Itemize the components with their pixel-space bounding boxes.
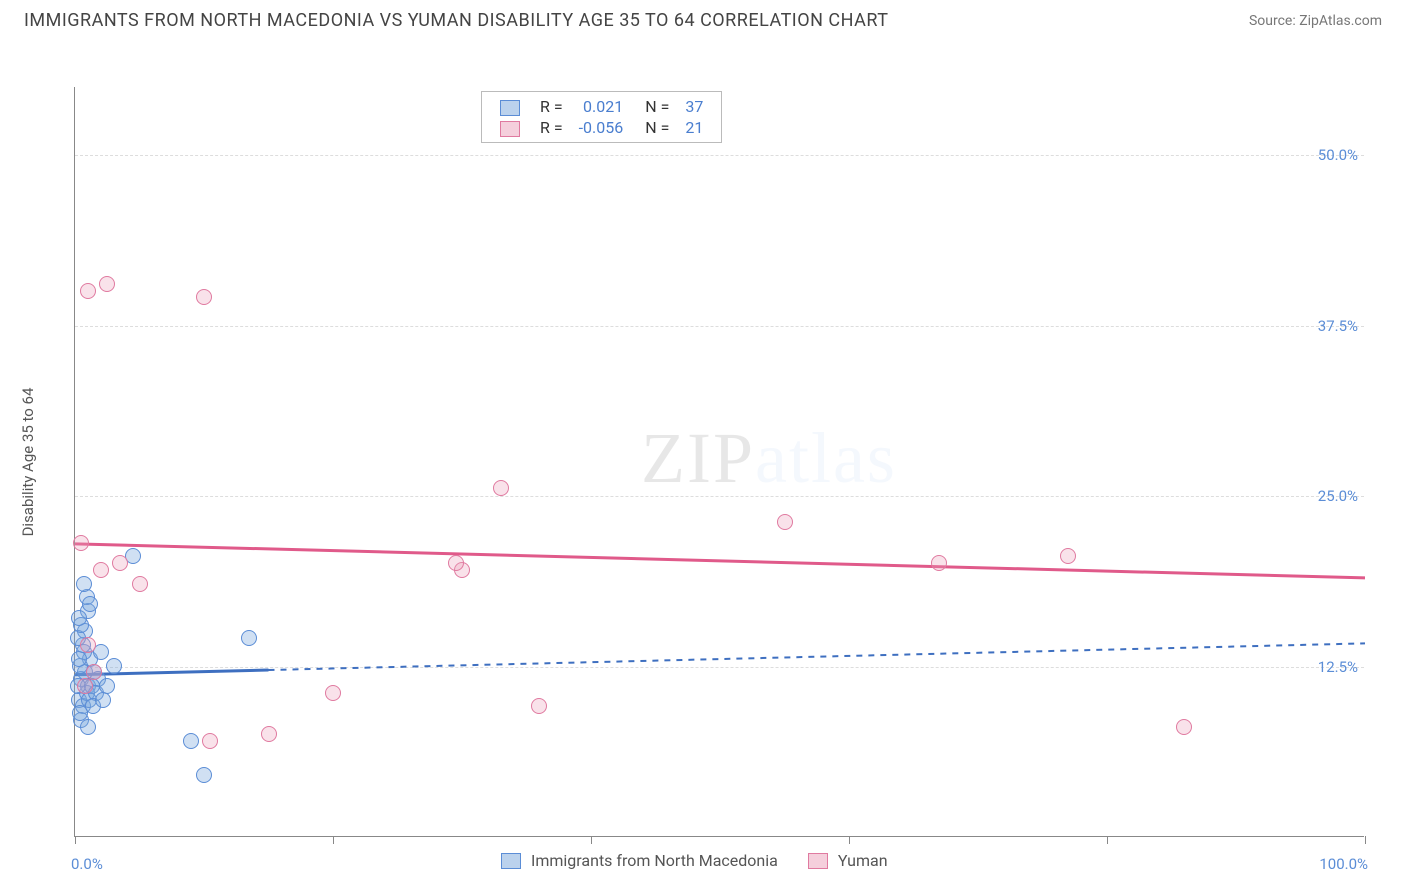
legend-label: Immigrants from North Macedonia bbox=[531, 851, 778, 870]
data-point-blue bbox=[71, 651, 87, 667]
data-point-blue bbox=[183, 733, 199, 749]
legend-item: Yuman bbox=[808, 851, 888, 870]
y-tick-label: 25.0% bbox=[1318, 487, 1358, 505]
data-point-pink bbox=[261, 726, 277, 742]
data-point-blue bbox=[95, 692, 111, 708]
data-point-pink bbox=[132, 576, 148, 592]
data-point-pink bbox=[325, 685, 341, 701]
trend-lines bbox=[75, 87, 1365, 837]
gridline bbox=[75, 667, 1364, 668]
data-point-pink bbox=[202, 733, 218, 749]
data-point-pink bbox=[112, 555, 128, 571]
series-legend: Immigrants from North Macedonia Yuman bbox=[501, 851, 888, 870]
data-point-pink bbox=[777, 514, 793, 530]
x-tick bbox=[75, 836, 76, 844]
data-point-pink bbox=[93, 562, 109, 578]
chart-title: IMMIGRANTS FROM NORTH MACEDONIA VS YUMAN… bbox=[24, 10, 888, 31]
data-point-pink bbox=[99, 276, 115, 292]
x-tick-label: 100.0% bbox=[1319, 855, 1368, 873]
data-point-blue bbox=[241, 630, 257, 646]
legend-swatch-blue bbox=[501, 853, 521, 869]
data-point-pink bbox=[80, 637, 96, 653]
data-point-blue bbox=[71, 610, 87, 626]
y-tick-label: 12.5% bbox=[1318, 658, 1358, 676]
data-point-pink bbox=[1060, 548, 1076, 564]
data-point-pink bbox=[80, 283, 96, 299]
x-tick bbox=[591, 836, 592, 844]
chart-header: IMMIGRANTS FROM NORTH MACEDONIA VS YUMAN… bbox=[0, 0, 1406, 37]
gridline bbox=[75, 496, 1364, 497]
gridline bbox=[75, 155, 1364, 156]
gridline bbox=[75, 326, 1364, 327]
correlation-legend: R =0.021N =37R =-0.056N =21 bbox=[481, 91, 722, 143]
data-point-pink bbox=[493, 480, 509, 496]
data-point-blue bbox=[80, 719, 96, 735]
y-tick-label: 37.5% bbox=[1318, 317, 1358, 335]
data-point-blue bbox=[106, 658, 122, 674]
x-tick bbox=[1107, 836, 1108, 844]
data-point-pink bbox=[931, 555, 947, 571]
data-point-blue bbox=[76, 576, 92, 592]
x-tick bbox=[849, 836, 850, 844]
legend-item: Immigrants from North Macedonia bbox=[501, 851, 778, 870]
data-point-pink bbox=[1176, 719, 1192, 735]
plot-area: 12.5%25.0%37.5%50.0%0.0%100.0%ZIPatlasR … bbox=[74, 87, 1364, 837]
chart-source: Source: ZipAtlas.com bbox=[1249, 13, 1382, 29]
watermark: ZIPatlas bbox=[641, 417, 897, 500]
x-tick bbox=[1365, 836, 1366, 844]
data-point-pink bbox=[196, 289, 212, 305]
y-axis-label: Disability Age 35 to 64 bbox=[19, 388, 37, 537]
legend-label: Yuman bbox=[838, 851, 888, 870]
data-point-pink bbox=[448, 555, 464, 571]
data-point-pink bbox=[531, 698, 547, 714]
data-point-pink bbox=[77, 678, 93, 694]
legend-swatch-pink bbox=[808, 853, 828, 869]
x-tick-label: 0.0% bbox=[71, 855, 103, 873]
x-tick bbox=[333, 836, 334, 844]
y-tick-label: 50.0% bbox=[1318, 146, 1358, 164]
data-point-pink bbox=[73, 535, 89, 551]
data-point-blue bbox=[196, 767, 212, 783]
data-point-blue bbox=[82, 596, 98, 612]
